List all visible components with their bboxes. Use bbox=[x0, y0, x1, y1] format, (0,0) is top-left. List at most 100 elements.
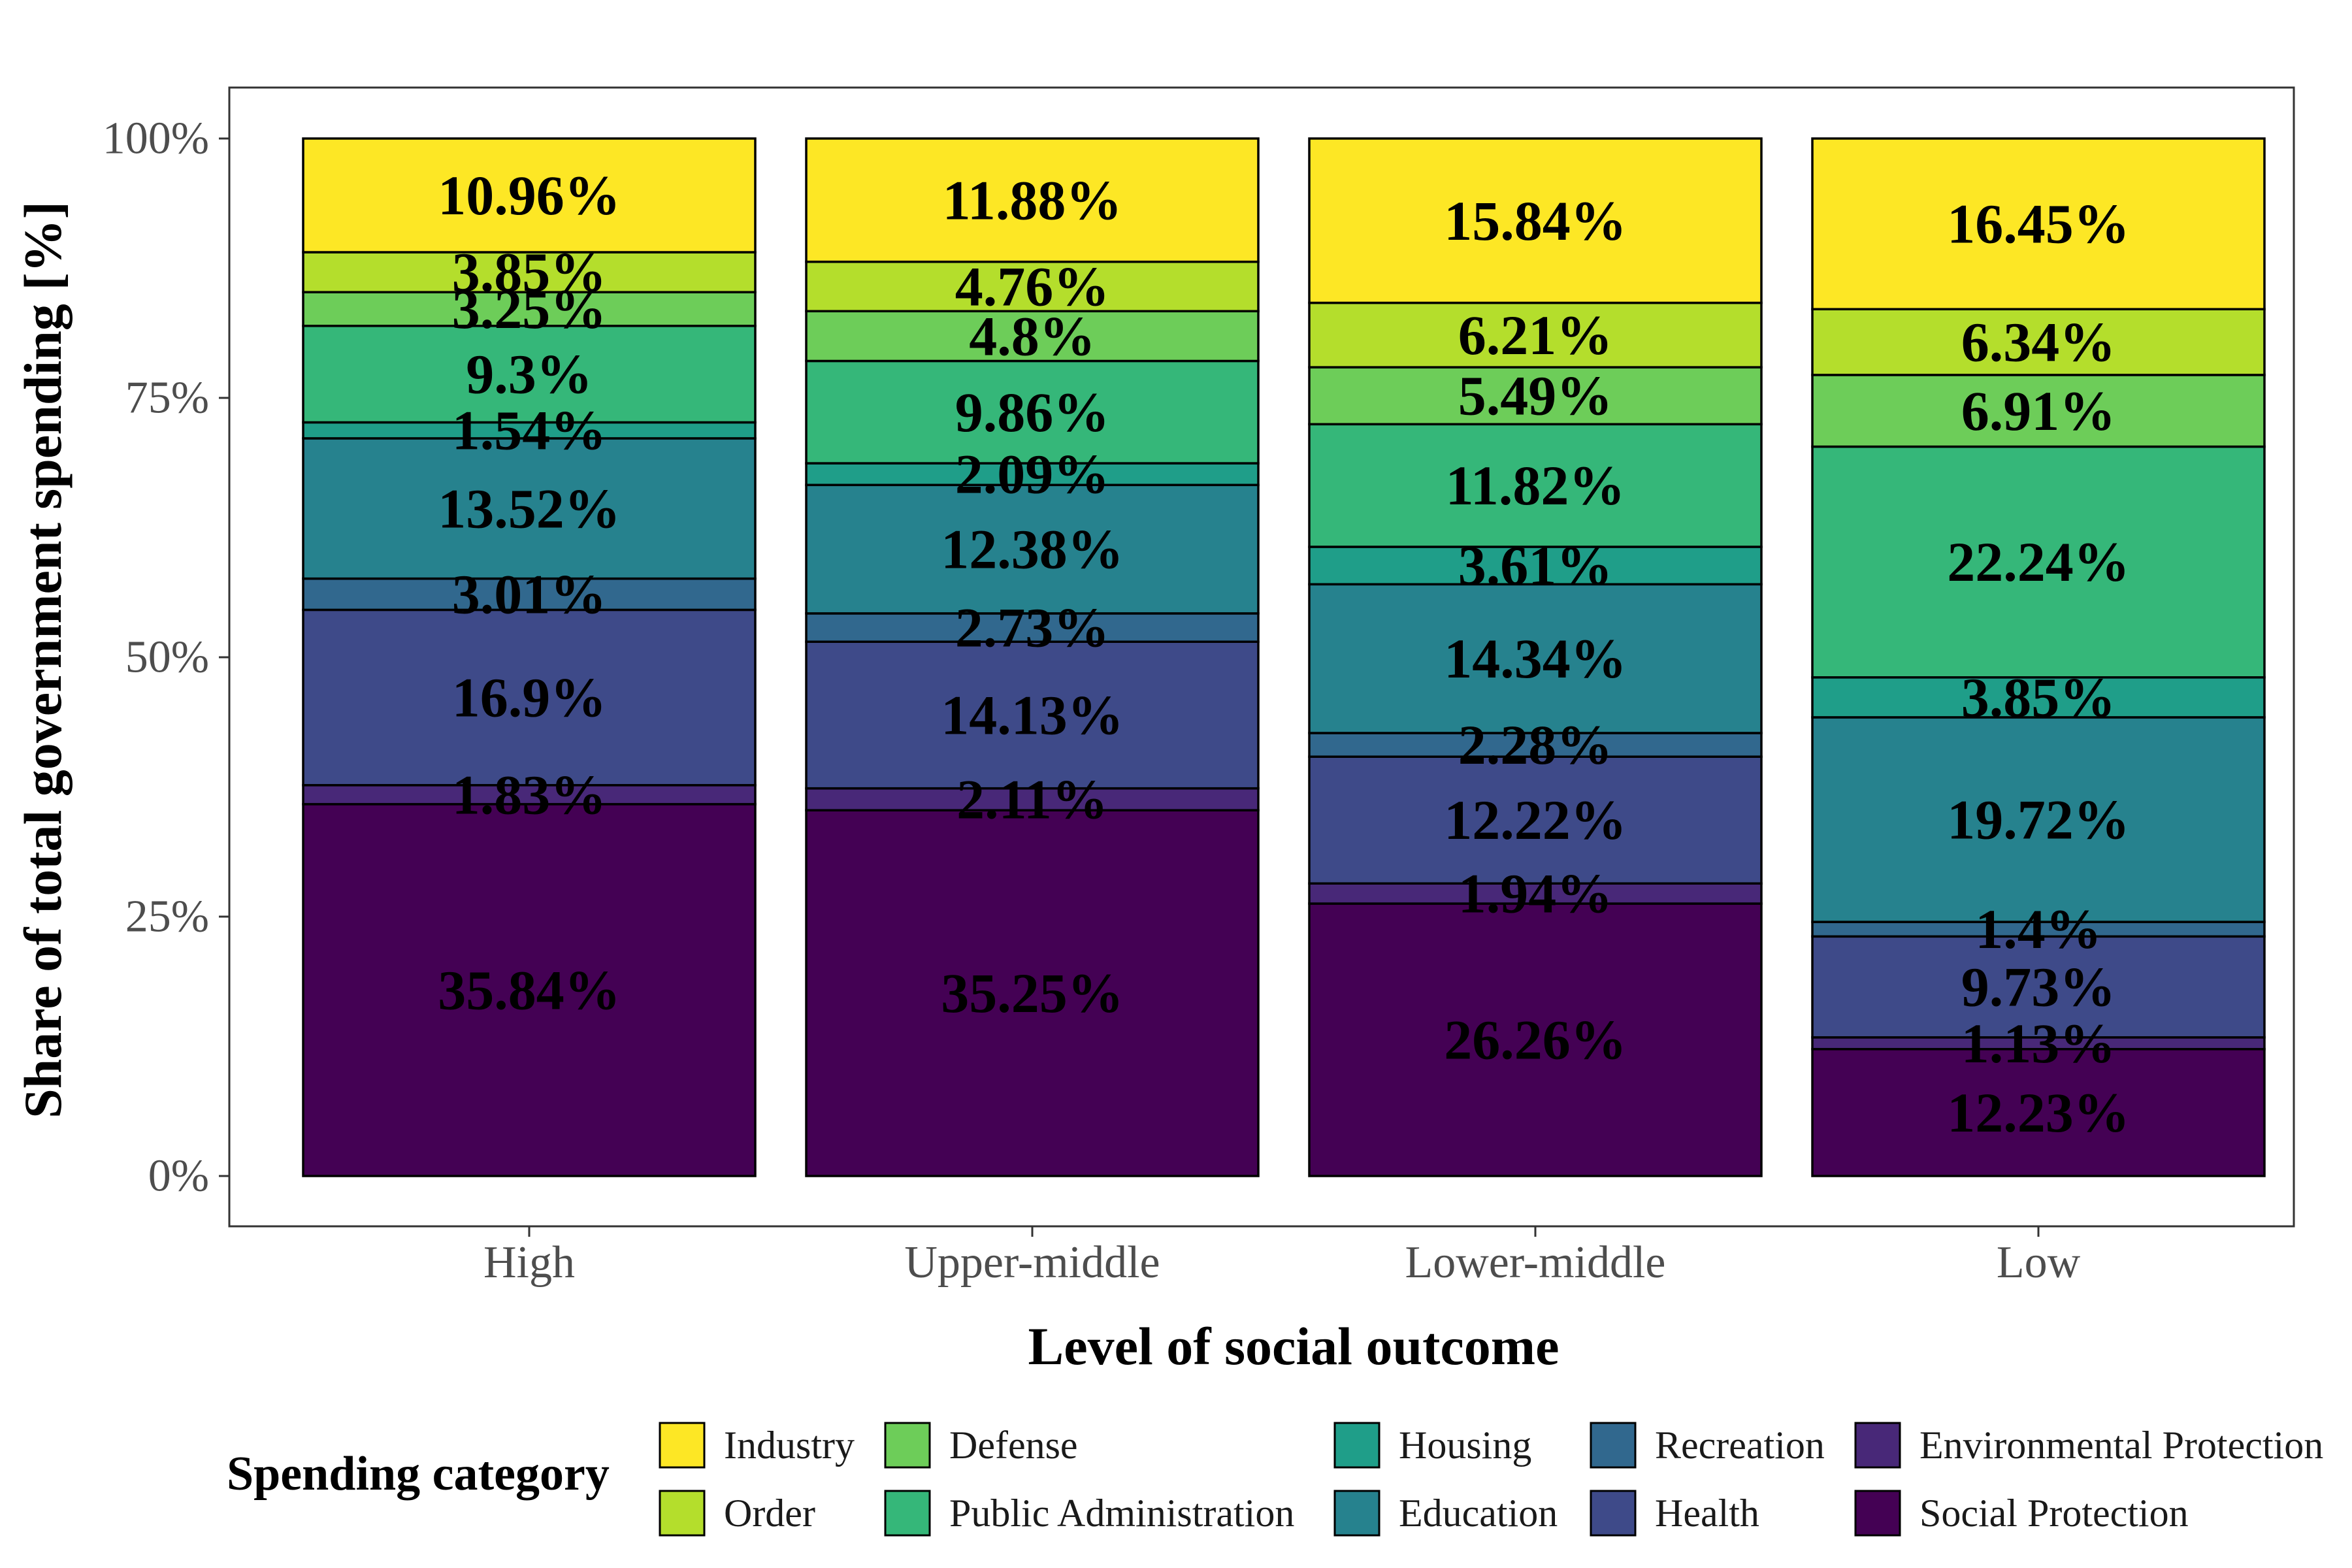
legend-label-order: Order bbox=[724, 1492, 815, 1535]
legend-swatch-environmental-protection bbox=[1854, 1422, 1901, 1469]
data-label-upper-middle-recreation: 2.73% bbox=[955, 596, 1110, 659]
data-label-upper-middle-environmental-protection: 2.11% bbox=[956, 768, 1108, 830]
data-label-low-education: 19.72% bbox=[1947, 789, 2130, 851]
data-label-upper-middle-defense: 4.8% bbox=[969, 304, 1096, 367]
bar-high-public-administration bbox=[302, 325, 757, 424]
data-label-low-health: 9.73% bbox=[1961, 956, 2116, 1019]
bar-lower-middle-defense bbox=[1308, 366, 1763, 426]
x-tick-label: Upper-middle bbox=[904, 1237, 1160, 1288]
data-label-upper-middle-public-administration: 9.86% bbox=[955, 381, 1110, 444]
legend-swatch-social-protection bbox=[1854, 1490, 1901, 1537]
bar-high-health bbox=[302, 608, 757, 787]
data-label-lower-middle-health: 12.22% bbox=[1444, 789, 1627, 851]
legend-swatch-public-administration bbox=[884, 1490, 931, 1537]
y-tick-label: 75% bbox=[125, 373, 209, 423]
legend: Industry Order Defense Public Administratio… bbox=[659, 1422, 2323, 1537]
x-axis-title: Level of social outcome bbox=[1028, 1316, 1560, 1376]
bar-lower-middle-order bbox=[1308, 301, 1763, 368]
bar-high-housing bbox=[302, 421, 757, 440]
bar-lower-middle-industry bbox=[1308, 137, 1763, 304]
data-label-high-health: 16.9% bbox=[452, 666, 607, 729]
bar-upper-middle-social-protection bbox=[805, 809, 1260, 1177]
data-label-low-public-administration: 22.24% bbox=[1947, 531, 2130, 593]
bar-high-education bbox=[302, 437, 757, 580]
bar-upper-middle-industry bbox=[805, 137, 1260, 263]
data-label-lower-middle-social-protection: 26.26% bbox=[1444, 1009, 1627, 1071]
bar-low-industry bbox=[1811, 137, 2266, 310]
legend-label-education: Education bbox=[1399, 1492, 1558, 1535]
bar-lower-middle-health bbox=[1308, 755, 1763, 885]
data-label-lower-middle-industry: 15.84% bbox=[1444, 189, 1627, 252]
data-label-high-defense: 3.25% bbox=[452, 278, 607, 340]
data-label-lower-middle-housing: 3.61% bbox=[1458, 534, 1613, 597]
y-tick-label: 100% bbox=[103, 114, 209, 164]
bar-high-defense bbox=[302, 291, 757, 327]
data-label-low-environmental-protection: 1.13% bbox=[1961, 1012, 2116, 1075]
data-label-high-public-administration: 9.3% bbox=[466, 343, 593, 406]
legend-label-housing: Housing bbox=[1399, 1424, 1531, 1467]
y-tick-label: 50% bbox=[125, 632, 209, 683]
legend-label-public-administration: Public Administration bbox=[949, 1492, 1294, 1535]
bar-low-defense bbox=[1811, 374, 2266, 448]
bar-high-order bbox=[302, 251, 757, 293]
data-label-lower-middle-order: 6.21% bbox=[1458, 304, 1613, 367]
legend-label-recreation: Recreation bbox=[1655, 1424, 1825, 1467]
data-label-upper-middle-housing: 2.09% bbox=[955, 443, 1110, 506]
data-label-high-industry: 10.96% bbox=[438, 164, 621, 227]
legend-swatch-health bbox=[1590, 1490, 1637, 1537]
bar-lower-middle-recreation bbox=[1308, 732, 1763, 758]
data-label-lower-middle-defense: 5.49% bbox=[1458, 365, 1613, 427]
data-label-high-social-protection: 35.84% bbox=[438, 958, 621, 1021]
data-label-high-housing: 1.54% bbox=[452, 399, 607, 462]
data-label-lower-middle-environmental-protection: 1.94% bbox=[1458, 862, 1613, 925]
bar-low-health bbox=[1811, 935, 2266, 1039]
data-label-upper-middle-social-protection: 35.25% bbox=[941, 962, 1124, 1024]
data-label-high-order: 3.85% bbox=[452, 241, 607, 304]
bar-upper-middle-environmental-protection bbox=[805, 787, 1260, 811]
legend-swatch-defense bbox=[884, 1422, 931, 1469]
data-label-low-order: 6.34% bbox=[1961, 311, 2116, 374]
data-label-low-housing: 3.85% bbox=[1961, 666, 2116, 728]
bar-upper-middle-housing bbox=[805, 462, 1260, 487]
data-label-low-recreation: 1.4% bbox=[1975, 898, 2102, 960]
data-label-upper-middle-health: 14.13% bbox=[941, 683, 1124, 746]
bar-low-education bbox=[1811, 716, 2266, 923]
legend-swatch-housing bbox=[1333, 1422, 1380, 1469]
bar-upper-middle-defense bbox=[805, 310, 1260, 363]
bar-lower-middle-public-administration bbox=[1308, 423, 1763, 548]
legend-label-defense: Defense bbox=[949, 1424, 1078, 1467]
bar-lower-middle-education bbox=[1308, 583, 1763, 734]
x-tick-label: Lower-middle bbox=[1405, 1237, 1665, 1288]
data-label-lower-middle-education: 14.34% bbox=[1444, 627, 1627, 690]
bar-high-social-protection bbox=[302, 803, 757, 1177]
legend-label-social-protection: Social Protection bbox=[1919, 1492, 2189, 1535]
legend-swatch-recreation bbox=[1590, 1422, 1637, 1469]
bar-upper-middle-recreation bbox=[805, 612, 1260, 644]
bar-low-order bbox=[1811, 308, 2266, 376]
legend-label-environmental-protection: Environmental Protection bbox=[1919, 1424, 2323, 1467]
data-label-low-industry: 16.45% bbox=[1947, 193, 2130, 255]
data-label-lower-middle-public-administration: 11.82% bbox=[1446, 454, 1625, 517]
data-label-low-defense: 6.91% bbox=[1961, 380, 2116, 442]
data-label-upper-middle-order: 4.76% bbox=[955, 255, 1110, 318]
data-label-upper-middle-industry: 11.88% bbox=[943, 169, 1122, 231]
bar-lower-middle-housing bbox=[1308, 546, 1763, 586]
y-tick-label: 25% bbox=[125, 892, 209, 942]
bar-high-industry bbox=[302, 137, 757, 253]
y-axis: 0% 25% 50% 75% 100% bbox=[103, 114, 229, 1201]
data-label-lower-middle-recreation: 2.28% bbox=[1458, 713, 1613, 776]
x-tick-label: Low bbox=[1997, 1237, 2081, 1288]
bar-upper-middle-order bbox=[805, 260, 1260, 313]
y-tick-label: 0% bbox=[148, 1151, 209, 1201]
legend-label-industry: Industry bbox=[724, 1424, 855, 1467]
legend-label-health: Health bbox=[1655, 1492, 1759, 1535]
data-label-low-social-protection: 12.23% bbox=[1947, 1081, 2130, 1144]
legend-title: Spending category bbox=[227, 1447, 610, 1501]
legend-swatch-education bbox=[1333, 1490, 1380, 1537]
data-label-high-recreation: 3.01% bbox=[452, 563, 607, 626]
bar-labels-layer: 35.84% 1.83% 16.9% 3.01% 13.52% 1.54%9.3%3.25… bbox=[438, 164, 2130, 1144]
data-label-high-environmental-protection: 1.83% bbox=[452, 763, 607, 826]
bar-low-housing bbox=[1811, 676, 2266, 719]
y-axis-title: Share of total government spending [%] bbox=[13, 201, 73, 1119]
